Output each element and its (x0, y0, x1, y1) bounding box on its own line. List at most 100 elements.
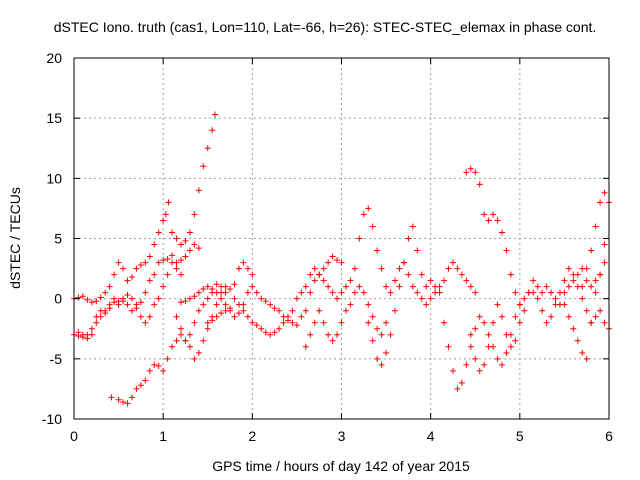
data-point (414, 289, 421, 296)
data-point (151, 361, 158, 368)
data-point (441, 319, 448, 326)
data-point (409, 223, 416, 230)
data-point (592, 277, 599, 284)
data-point (499, 361, 505, 368)
data-point (258, 325, 265, 332)
data-point (191, 355, 198, 362)
data-point (209, 127, 216, 134)
data-point (552, 295, 559, 302)
y-tick-label: -5 (50, 351, 63, 367)
data-point (120, 265, 127, 272)
data-point (249, 271, 256, 278)
data-point (88, 331, 95, 338)
data-point (115, 396, 122, 403)
x-axis-label: GPS time / hours of day 142 of year 2015 (212, 458, 470, 474)
data-point (293, 295, 300, 302)
data-point (525, 289, 532, 296)
data-point (200, 163, 207, 170)
data-point (169, 259, 176, 266)
data-point (503, 247, 510, 254)
data-point (561, 277, 568, 284)
data-point (467, 331, 474, 338)
data-point (182, 337, 189, 344)
data-point (165, 199, 172, 206)
data-point (178, 299, 184, 306)
data-point (137, 382, 144, 389)
data-point (253, 322, 260, 329)
data-point (128, 274, 135, 281)
data-point (289, 307, 296, 314)
data-point (262, 298, 269, 305)
y-tick-label: 20 (46, 50, 62, 66)
data-point (191, 319, 198, 326)
series-13 (467, 265, 612, 374)
data-point (249, 283, 256, 290)
data-point (365, 301, 372, 308)
data-point (552, 301, 559, 308)
data-point (400, 259, 407, 266)
data-point (597, 271, 604, 278)
data-point (267, 301, 274, 308)
data-point (200, 337, 207, 344)
data-point (334, 257, 341, 264)
data-point (365, 319, 372, 326)
data-point (472, 355, 479, 362)
data-point (271, 305, 278, 312)
data-point (128, 295, 135, 302)
data-point (387, 331, 394, 338)
data-point (160, 217, 167, 224)
data-point (490, 211, 497, 218)
data-point (342, 307, 349, 314)
chart-title: dSTEC Iono. truth (cas1, Lon=110, Lat=-6… (54, 19, 597, 35)
data-point (342, 283, 349, 290)
data-point (383, 283, 390, 290)
data-point (307, 271, 314, 278)
data-point (178, 257, 184, 264)
data-point (262, 329, 269, 336)
data-point (476, 313, 483, 320)
data-point (521, 295, 528, 302)
data-point (454, 385, 461, 392)
data-point (204, 325, 211, 332)
data-point (75, 294, 82, 301)
data-point (151, 301, 158, 308)
data-point (191, 241, 198, 248)
series-1 (71, 111, 218, 306)
data-point (494, 355, 501, 362)
data-point (186, 247, 193, 254)
series-4 (108, 283, 229, 407)
data-point (151, 271, 158, 278)
data-point (472, 325, 479, 332)
data-point (155, 229, 162, 236)
data-point (173, 265, 180, 272)
data-point (195, 245, 202, 252)
data-point (396, 283, 403, 290)
data-point (467, 165, 474, 172)
data-point (583, 277, 590, 284)
data-point (97, 307, 104, 314)
data-point (494, 301, 501, 308)
data-point (211, 111, 218, 118)
data-point (146, 253, 153, 260)
data-point (405, 271, 412, 278)
data-point (383, 319, 390, 326)
data-point (271, 329, 278, 336)
data-point (276, 307, 283, 314)
data-point (592, 223, 599, 230)
data-point (79, 331, 86, 338)
data-point (378, 265, 385, 272)
data-point (106, 283, 113, 290)
data-point (441, 277, 448, 284)
data-point (499, 313, 505, 320)
data-point (418, 295, 425, 302)
data-point (102, 289, 109, 296)
data-point (316, 307, 323, 314)
data-point (556, 289, 563, 296)
data-point (369, 223, 376, 230)
data-point (173, 235, 180, 242)
data-point (151, 241, 158, 248)
data-point (530, 277, 537, 284)
x-tick-label: 1 (159, 428, 167, 444)
data-point (204, 145, 211, 152)
